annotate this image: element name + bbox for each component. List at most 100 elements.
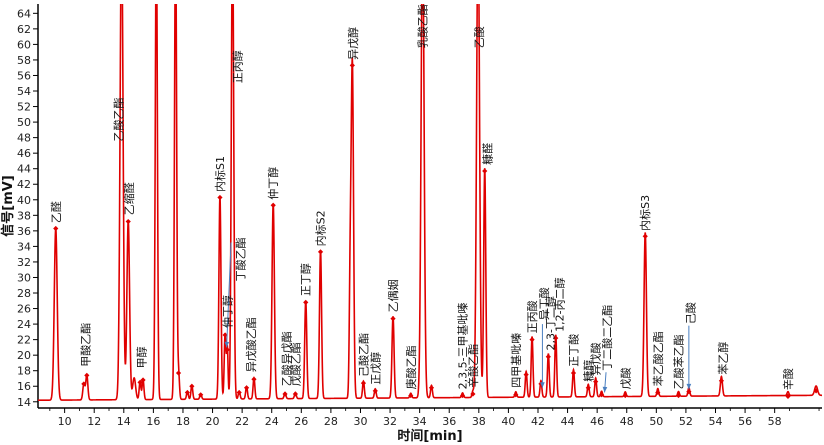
y-tick-label: 48 [17, 132, 31, 145]
x-tick-label: 24 [265, 415, 279, 428]
peak-label: 乙酸乙酯 [112, 98, 126, 142]
peak-marker [317, 249, 324, 255]
y-tick-label: 34 [17, 240, 31, 253]
peak-marker [270, 202, 276, 208]
peak-label-layer: 乙醛甲酸乙酯乙酸乙酯乙缩醛甲醇内标S1仲丁醇丁酸乙酯正丙醇异戊酸乙酯仲丁醇乙酸异… [49, 4, 795, 390]
peak-label: 仲丁醇 [220, 295, 234, 328]
y-tick-label: 60 [17, 38, 31, 51]
peak-marker [675, 392, 682, 399]
y-tick-label: 18 [17, 365, 31, 378]
y-tick-label: 22 [17, 334, 31, 347]
y-tick-label: 14 [17, 396, 31, 409]
peak-marker [125, 218, 131, 225]
peak-marker [642, 233, 648, 239]
peak-label: 乙酸异戊酯 [280, 331, 294, 386]
peak-marker [570, 370, 577, 376]
x-tick-label: 56 [738, 415, 752, 428]
y-tick-label: 52 [17, 101, 31, 114]
x-tick-label: 50 [649, 415, 663, 428]
peak-label: 乙酸苯乙酯 [672, 334, 686, 389]
y-tick-label: 26 [17, 303, 31, 316]
x-tick-label: 10 [58, 415, 72, 428]
y-tick-label: 32 [17, 256, 31, 269]
peak-label: 正丙酸 [525, 300, 539, 333]
peak-label: 庚酸乙酯 [404, 345, 418, 389]
annotation-arrowhead [602, 386, 608, 393]
peak-label: 苯乙酸乙酯 [651, 331, 665, 386]
x-tick-label: 12 [87, 415, 101, 428]
peak-marker [189, 383, 195, 389]
x-tick-label: 26 [294, 415, 308, 428]
peak-label: 1,2-丙二醇 [552, 277, 566, 331]
peak-label: 苯乙醇 [716, 342, 730, 375]
x-tick-label: 44 [561, 415, 575, 428]
peak-label: 乳酸乙酯 [416, 4, 430, 48]
peak-marker [282, 391, 288, 397]
x-tick-label: 28 [324, 415, 338, 428]
peak-label: 乙偶姻 [386, 279, 400, 312]
peak-label: 乙醛 [49, 201, 63, 223]
peak-marker [813, 388, 819, 394]
peak-marker [545, 354, 551, 360]
annotation-arrowhead [686, 383, 692, 390]
y-tick-label: 62 [17, 23, 31, 36]
peak-label: 己酸 [683, 302, 697, 324]
peak-label: 丁二酸二乙酯 [600, 305, 614, 371]
peak-marker [428, 385, 435, 391]
x-tick-label: 36 [442, 415, 456, 428]
x-tick-label: 38 [472, 415, 486, 428]
peak-marker [718, 378, 725, 384]
peak-marker [360, 380, 367, 386]
y-tick-label: 24 [17, 318, 31, 331]
peak-label: 正丁醇 [299, 263, 313, 296]
peak-label: 仲丁醇 [266, 167, 280, 200]
peak-label: 辛酸 [781, 368, 795, 390]
peak-marker [785, 393, 791, 399]
peak-label: 内标S2 [314, 210, 328, 246]
peak-label: 内标S1 [213, 156, 227, 192]
peak-marker [523, 371, 529, 378]
peak-label: 异丁酸 [537, 287, 551, 320]
annotation-arrowhead [540, 382, 545, 388]
peak-marker [622, 392, 628, 399]
y-tick-label: 36 [17, 225, 31, 238]
peak-marker [372, 388, 378, 394]
x-axis-ticks: 10 12 14 16 18 20 22 24 26 28 30 32 34 36 38 40 42 44 46 48… [49, 408, 820, 428]
peak-label: 异戊醇 [346, 27, 360, 60]
peak-marker [482, 168, 488, 174]
peak-label: 2,3-丁二醇 [544, 296, 558, 350]
peak-marker [686, 389, 692, 395]
signal-line-layer [38, 4, 822, 402]
x-tick-label: 46 [590, 415, 604, 428]
peak-marker [585, 385, 591, 391]
x-tick-label: 30 [353, 415, 367, 428]
peak-marker [529, 337, 535, 343]
x-tick-label: 14 [117, 415, 131, 428]
x-tick-label: 52 [679, 415, 693, 428]
x-tick-label: 54 [708, 415, 722, 428]
peak-marker [655, 389, 661, 396]
y-tick-label: 44 [17, 163, 31, 176]
x-tick-label: 32 [383, 415, 397, 428]
peak-label: 乙缩醛 [122, 182, 136, 215]
peak-label: 四甲基吡嗪 [510, 333, 523, 388]
y-tick-label: 40 [17, 194, 31, 207]
peak-marker [598, 392, 605, 398]
x-tick-label: 22 [235, 415, 249, 428]
x-tick-label: 40 [501, 415, 515, 428]
peak-marker [175, 370, 182, 376]
x-tick-label: 16 [146, 415, 160, 428]
y-tick-label: 58 [17, 54, 31, 67]
peak-marker [236, 389, 242, 396]
peak-marker [513, 392, 519, 398]
peak-label: 糠醛 [481, 143, 495, 165]
y-tick-label: 64 [17, 7, 31, 20]
peak-label: 内标S3 [638, 195, 652, 231]
x-tick-label: 34 [413, 415, 427, 428]
x-tick-label: 58 [768, 415, 782, 428]
y-tick-label: 56 [17, 69, 31, 82]
peak-label: 甲酸乙酯 [78, 323, 92, 367]
peak-marker [390, 316, 396, 322]
peak-marker [243, 385, 250, 391]
